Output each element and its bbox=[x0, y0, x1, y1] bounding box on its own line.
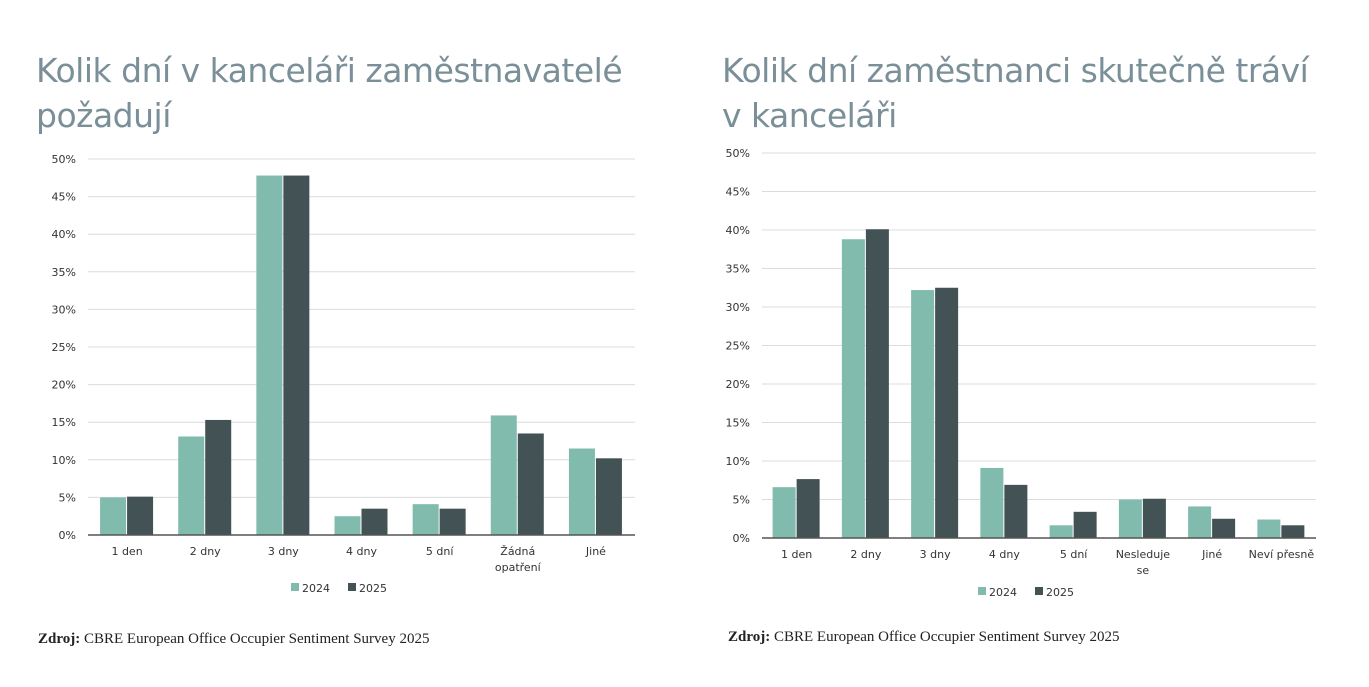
bar-2024 bbox=[841, 239, 865, 539]
bar-2025 bbox=[796, 479, 820, 538]
bar-2024 bbox=[1118, 499, 1142, 538]
bar-2025 bbox=[517, 433, 544, 535]
legend-swatch bbox=[348, 583, 356, 591]
left-source: Zdroj: CBRE European Office Occupier Sen… bbox=[38, 631, 429, 648]
bar-2025 bbox=[361, 508, 388, 535]
right-source: Zdroj: CBRE European Office Occupier Sen… bbox=[728, 629, 1119, 646]
bar-2024 bbox=[334, 516, 361, 535]
legend-swatch bbox=[978, 587, 986, 595]
y-tick-label: 50% bbox=[52, 153, 76, 166]
x-tick-label: opatření bbox=[495, 561, 542, 574]
y-tick-label: 15% bbox=[726, 417, 750, 430]
y-tick-label: 5% bbox=[59, 491, 76, 504]
source-text: CBRE European Office Occupier Sentiment … bbox=[83, 631, 430, 647]
right-chart-title: Kolik dní zaměstnanci skutečně tráví v k… bbox=[722, 48, 1309, 138]
bar-2025 bbox=[1142, 498, 1166, 538]
x-tick-label: 3 dny bbox=[920, 548, 951, 561]
bar-2025 bbox=[127, 496, 154, 535]
legend-swatch bbox=[291, 583, 299, 591]
bar-2025 bbox=[1281, 525, 1305, 538]
bar-2024 bbox=[178, 436, 205, 535]
bar-2025 bbox=[1212, 518, 1236, 538]
legend-label: 2024 bbox=[302, 582, 330, 595]
bar-2024 bbox=[911, 290, 935, 538]
bar-2025 bbox=[935, 287, 959, 538]
x-tick-label: 5 dní bbox=[426, 545, 454, 558]
bar-2025 bbox=[439, 508, 466, 535]
y-tick-label: 30% bbox=[726, 301, 750, 314]
x-tick-label: 1 den bbox=[781, 548, 812, 561]
title-line: Kolik dní zaměstnanci skutečně tráví bbox=[722, 51, 1309, 90]
x-tick-label: Jiné bbox=[585, 545, 606, 558]
x-tick-label: se bbox=[1137, 564, 1150, 577]
title-line: požadují bbox=[36, 96, 171, 135]
y-tick-label: 0% bbox=[733, 532, 750, 545]
x-tick-label: 3 dny bbox=[268, 545, 299, 558]
bar-2024 bbox=[1257, 519, 1281, 538]
bar-2024 bbox=[980, 467, 1004, 538]
chart-1: 0% 5% 10% 15% 20% 25% 30% 35% 40% 45% 50% 1 den 2 dn… bbox=[726, 147, 1316, 599]
bar-2024 bbox=[256, 175, 283, 535]
bar-2024 bbox=[772, 487, 796, 538]
y-tick-label: 0% bbox=[59, 529, 76, 542]
bar-2025 bbox=[865, 229, 889, 539]
y-tick-label: 35% bbox=[726, 263, 750, 276]
bar-2025 bbox=[1004, 484, 1028, 538]
bar-2024 bbox=[1049, 525, 1073, 538]
x-tick-label: 1 den bbox=[111, 545, 142, 558]
y-tick-label: 15% bbox=[52, 416, 76, 429]
x-tick-label: 2 dny bbox=[850, 548, 881, 561]
bar-2024 bbox=[1188, 506, 1212, 538]
x-tick-label: 5 dní bbox=[1060, 548, 1088, 561]
legend-label: 2025 bbox=[1046, 586, 1074, 599]
bar-2024 bbox=[412, 504, 439, 535]
y-tick-label: 30% bbox=[52, 303, 76, 316]
y-tick-label: 45% bbox=[726, 186, 750, 199]
y-tick-label: 5% bbox=[733, 494, 750, 507]
bar-2025 bbox=[595, 458, 622, 535]
legend-swatch bbox=[1035, 587, 1043, 595]
bar-2025 bbox=[205, 419, 232, 535]
x-tick-label: 4 dny bbox=[346, 545, 377, 558]
source-label: Zdroj: bbox=[38, 631, 81, 647]
legend-label: 2024 bbox=[989, 586, 1017, 599]
x-tick-label: 4 dny bbox=[989, 548, 1020, 561]
source-text: CBRE European Office Occupier Sentiment … bbox=[773, 629, 1120, 645]
x-tick-label: Žádná bbox=[500, 545, 535, 558]
legend-label: 2025 bbox=[359, 582, 387, 595]
source-label: Zdroj: bbox=[728, 629, 771, 645]
y-tick-label: 35% bbox=[52, 266, 76, 279]
y-tick-label: 25% bbox=[726, 340, 750, 353]
y-tick-label: 10% bbox=[52, 454, 76, 467]
x-tick-label: Jiné bbox=[1201, 548, 1222, 561]
bar-2024 bbox=[568, 448, 595, 535]
y-tick-label: 20% bbox=[52, 379, 76, 392]
chart-0: 0% 5% 10% 15% 20% 25% 30% 35% 40% 45% 50% 1 den 2 dn… bbox=[52, 153, 635, 595]
y-tick-label: 20% bbox=[726, 378, 750, 391]
y-tick-label: 45% bbox=[52, 191, 76, 204]
title-line: v kanceláři bbox=[722, 96, 897, 135]
left-chart-title: Kolik dní v kanceláři zaměstnavatelé pož… bbox=[36, 48, 623, 138]
bar-2024 bbox=[490, 415, 517, 535]
y-tick-label: 10% bbox=[726, 455, 750, 468]
x-tick-label: Neví přesně bbox=[1249, 548, 1315, 561]
x-tick-label: Nesleduje bbox=[1116, 548, 1171, 561]
bar-2025 bbox=[283, 175, 310, 535]
y-tick-label: 40% bbox=[726, 224, 750, 237]
y-tick-label: 25% bbox=[52, 341, 76, 354]
y-tick-label: 40% bbox=[52, 228, 76, 241]
bar-2025 bbox=[1073, 511, 1097, 538]
x-tick-label: 2 dny bbox=[190, 545, 221, 558]
title-line: Kolik dní v kanceláři zaměstnavatelé bbox=[36, 51, 623, 90]
y-tick-label: 50% bbox=[726, 147, 750, 160]
bar-2024 bbox=[100, 497, 127, 535]
